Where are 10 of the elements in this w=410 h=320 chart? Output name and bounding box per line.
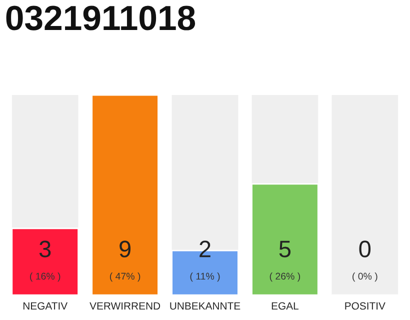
x-tick-label: POSITIV <box>345 302 386 310</box>
data-label: 0 ( 0% ) <box>352 240 378 282</box>
x-tick-label: NEGATIV <box>23 302 68 310</box>
chart-title: 0321911018 <box>6 6 196 30</box>
x-tick-label: VERWIRREND <box>90 302 160 310</box>
x-tick-label: UNBEKANNTE <box>170 302 240 310</box>
data-label: 3 ( 16% ) <box>30 240 60 282</box>
data-label: 5 ( 26% ) <box>270 240 300 282</box>
x-tick-label: EGAL <box>272 302 298 310</box>
data-label: 9 ( 47% ) <box>110 240 140 282</box>
